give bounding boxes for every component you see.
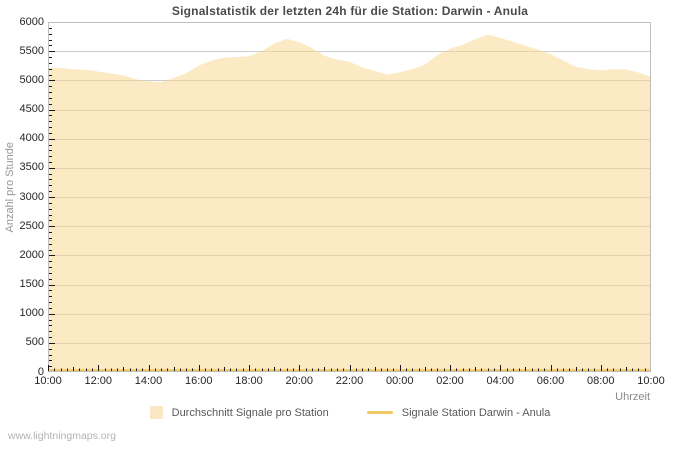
legend-item-label: Signale Station Darwin - Anula <box>401 406 551 419</box>
y-tick-label: 3000 <box>19 190 44 203</box>
x-tick-label: 12:00 <box>84 375 113 387</box>
y-tick-label: 6000 <box>19 15 44 28</box>
y-tick-label: 0 <box>37 365 44 378</box>
x-tick-label: 18:00 <box>235 375 263 387</box>
x-tick-label: 16:00 <box>184 375 213 387</box>
y-tick-label: 5000 <box>19 73 44 86</box>
legend-item-label: Durchschnitt Signale pro Station <box>171 406 329 419</box>
chart-title: Signalstatistik der letzten 24h für die … <box>171 4 529 18</box>
x-tick-label: 10:00 <box>637 375 665 387</box>
x-tick-label: 00:00 <box>385 375 414 387</box>
x-tick-label: 20:00 <box>285 375 314 387</box>
x-tick-label: 02:00 <box>436 375 464 387</box>
x-tick-label: 14:00 <box>134 375 163 387</box>
x-axis-title: Uhrzeit <box>615 391 650 403</box>
legend-line-swatch-icon <box>366 411 393 414</box>
legend-area-swatch-icon <box>149 406 163 419</box>
x-tick-label: 08:00 <box>586 375 615 387</box>
x-tick-label: 04:00 <box>486 375 515 387</box>
y-tick-label: 500 <box>25 336 44 349</box>
x-tick-label: 22:00 <box>335 375 364 387</box>
y-tick-label: 1000 <box>19 307 44 320</box>
legend: Durchschnitt Signale pro Station Signale … <box>0 406 700 419</box>
x-tick-label: 10:00 <box>34 375 62 387</box>
x-tick-label: 06:00 <box>536 375 565 387</box>
watermark-link: www.lightningmaps.org <box>8 430 116 442</box>
area-chart-canvas <box>48 22 651 372</box>
legend-item: Durchschnitt Signale pro Station <box>149 406 329 419</box>
y-tick-label: 4500 <box>19 103 44 115</box>
y-tick-label: 2500 <box>19 219 44 232</box>
plot-area <box>48 22 651 372</box>
legend-item: Signale Station Darwin - Anula <box>366 406 551 419</box>
y-tick-label: 5500 <box>19 44 44 57</box>
y-tick-label: 1500 <box>19 278 44 290</box>
y-tick-label: 4000 <box>19 132 44 145</box>
y-tick-label: 3500 <box>19 161 44 174</box>
y-tick-label: 2000 <box>19 248 44 261</box>
